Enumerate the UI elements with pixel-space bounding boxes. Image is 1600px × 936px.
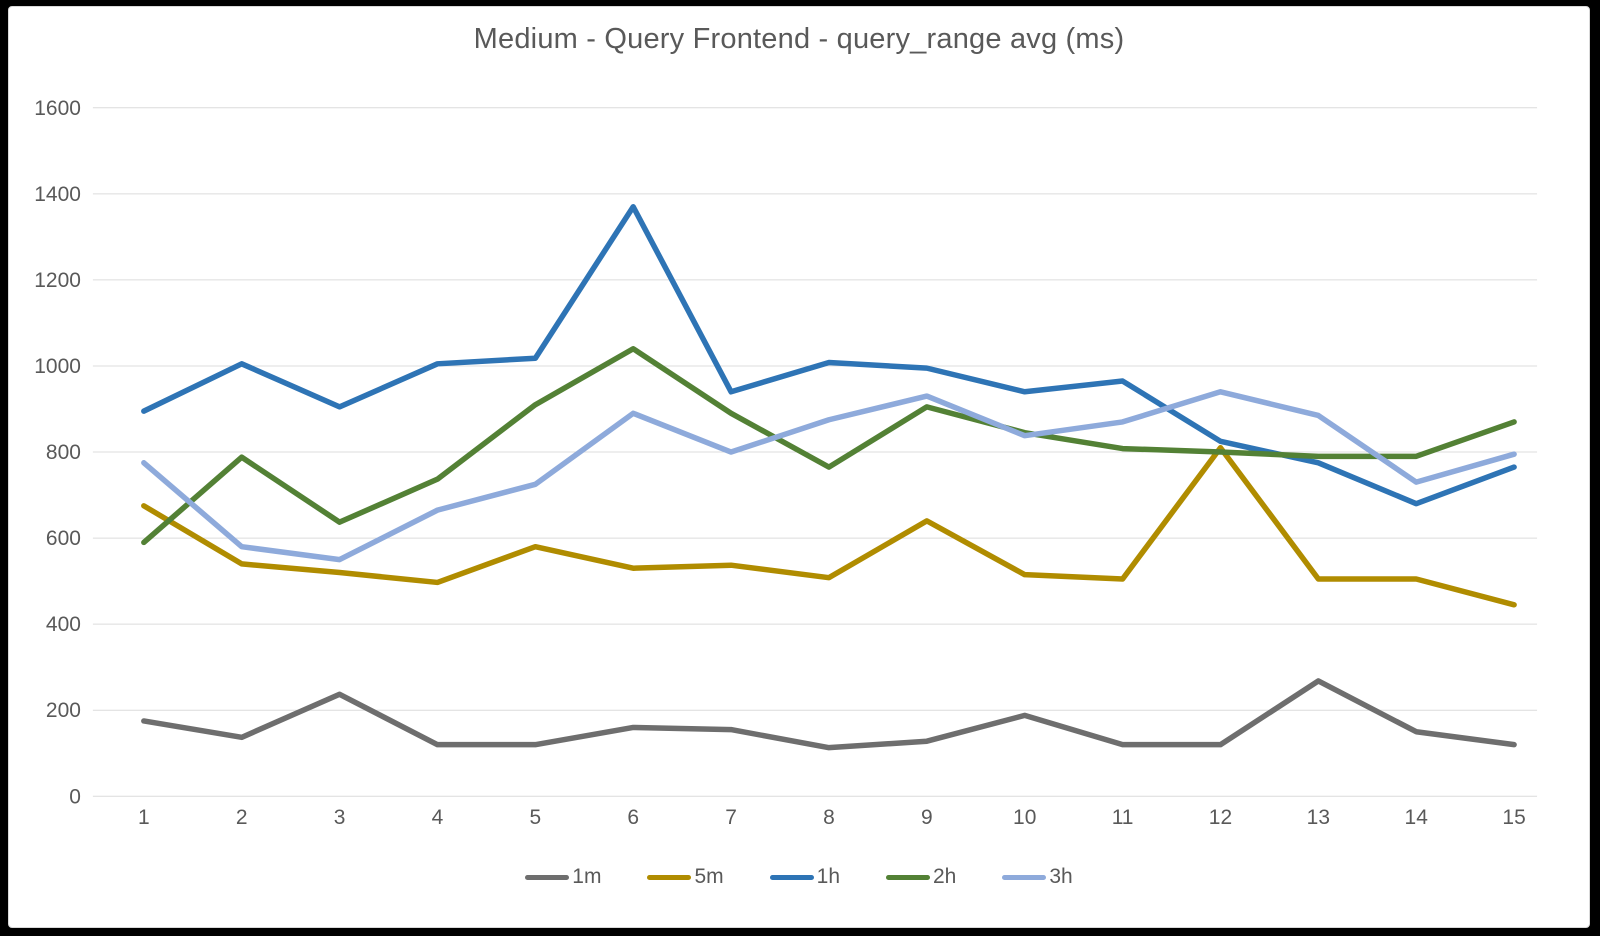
legend-swatch-1h: [769, 874, 814, 880]
legend-label-2h: 2h: [933, 865, 957, 888]
x-axis-tick-label: 10: [1013, 806, 1036, 829]
y-axis-tick-label: 1400: [34, 183, 81, 206]
legend-swatch-1m: [525, 874, 570, 880]
legend-label-1m: 1m: [572, 865, 602, 888]
chart-title: Medium - Query Frontend - query_range av…: [473, 23, 1125, 55]
x-axis-tick-label: 7: [725, 806, 737, 829]
x-axis-tick-label: 6: [627, 806, 639, 829]
y-axis-tick-label: 1600: [34, 97, 81, 120]
legend-item-1h: 1h: [769, 865, 840, 889]
legend-label-1h: 1h: [816, 865, 840, 888]
x-axis-tick-label: 12: [1209, 806, 1232, 829]
legend-label-5m: 5m: [694, 865, 724, 888]
y-axis-tick-label: 1200: [34, 269, 81, 292]
x-axis-tick-label: 11: [1112, 806, 1134, 829]
x-axis-tick-label: 15: [1502, 806, 1525, 829]
legend-item-3h: 3h: [1002, 865, 1073, 889]
series-line-1m: [141, 678, 1517, 751]
y-axis-tick-label: 600: [46, 527, 81, 550]
y-axis-tick-label: 400: [46, 613, 81, 636]
series-line-2h: [141, 346, 1517, 546]
x-axis-tick-label: 3: [334, 806, 346, 829]
legend-swatch-3h: [1002, 874, 1047, 880]
chart-frame: Medium - Query Frontend - query_range av…: [8, 6, 1590, 928]
x-axis-tick-label: 8: [823, 806, 835, 829]
x-axis-tick-label: 4: [432, 806, 444, 829]
x-axis-tick-label: 2: [236, 806, 248, 829]
y-axis-tick-label: 1000: [34, 355, 81, 378]
legend-item-2h: 2h: [886, 865, 956, 889]
x-axis-tick-label: 5: [530, 806, 542, 829]
y-axis-tick-label: 200: [46, 699, 81, 722]
x-axis-tick-label: 13: [1307, 806, 1330, 829]
y-axis-tick-label: 800: [46, 441, 81, 464]
y-axis-tick-label: 0: [69, 785, 81, 808]
legend-label-3h: 3h: [1049, 865, 1073, 888]
series-line-1h: [141, 204, 1517, 507]
series-line-3h: [141, 389, 1517, 563]
legend-item-5m: 5m: [647, 865, 724, 889]
legend-item-1m: 1m: [525, 865, 601, 889]
legend-swatch-2h: [886, 874, 930, 880]
legend-swatch-5m: [647, 874, 692, 880]
x-axis-tick-label: 14: [1405, 806, 1429, 829]
x-axis-tick-label: 9: [921, 806, 933, 829]
series-line-5m: [141, 444, 1517, 608]
legend: 1m 5m 1h 2h 3h: [9, 865, 1589, 889]
x-axis-tick-label: 1: [138, 806, 150, 829]
